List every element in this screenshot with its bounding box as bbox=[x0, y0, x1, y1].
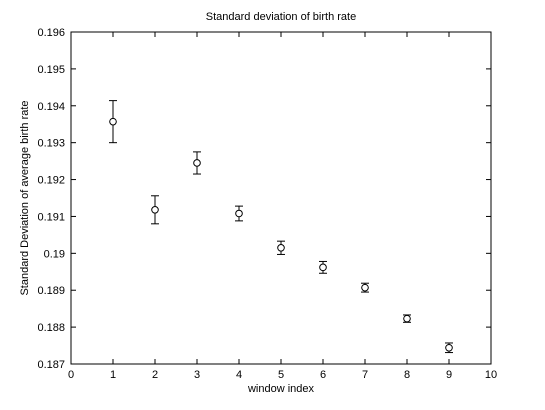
x-tick-label: 2 bbox=[152, 369, 158, 381]
data-point bbox=[151, 206, 159, 214]
y-tick-label: 0.194 bbox=[37, 101, 65, 113]
y-tick-label: 0.188 bbox=[37, 322, 65, 334]
y-tick-label: 0.196 bbox=[37, 27, 65, 39]
y-tick-label: 0.193 bbox=[37, 138, 65, 150]
x-tick-label: 0 bbox=[68, 369, 74, 381]
data-point bbox=[403, 314, 411, 323]
chart-title: Standard deviation of birth rate bbox=[206, 11, 356, 23]
y-tick-label: 0.195 bbox=[37, 64, 65, 76]
y-tick-label: 0.191 bbox=[37, 211, 65, 223]
y-axis-title: Standard Deviation of average birth rate bbox=[19, 100, 31, 295]
data-point bbox=[445, 343, 453, 352]
x-tick-label: 6 bbox=[320, 369, 326, 381]
x-tick-label: 4 bbox=[236, 369, 242, 381]
data-point bbox=[193, 159, 201, 167]
data-point bbox=[235, 209, 243, 218]
y-tick-label: 0.192 bbox=[37, 175, 65, 187]
x-tick-label: 7 bbox=[362, 369, 368, 381]
data-point bbox=[361, 283, 369, 292]
x-tick-label: 1 bbox=[110, 369, 116, 381]
y-tick-label: 0.187 bbox=[37, 359, 65, 371]
y-tick-label: 0.19 bbox=[44, 248, 65, 260]
x-tick-label: 8 bbox=[404, 369, 410, 381]
data-point bbox=[319, 263, 327, 272]
data-point bbox=[109, 117, 117, 126]
plot-frame bbox=[70, 31, 492, 365]
x-tick-label: 3 bbox=[194, 369, 200, 381]
y-tick-label: 0.189 bbox=[37, 285, 65, 297]
x-tick-label: 5 bbox=[278, 369, 284, 381]
data-point bbox=[277, 244, 285, 252]
x-tick-label: 10 bbox=[485, 369, 497, 381]
plot-area: 0 1 2 3 4 5 6 7 8 9 10 0.187 0.188 0.189 0.19 0.191 0.19… bbox=[37, 27, 497, 381]
x-axis-title: window index bbox=[247, 383, 315, 395]
x-tick-label: 9 bbox=[446, 369, 452, 381]
